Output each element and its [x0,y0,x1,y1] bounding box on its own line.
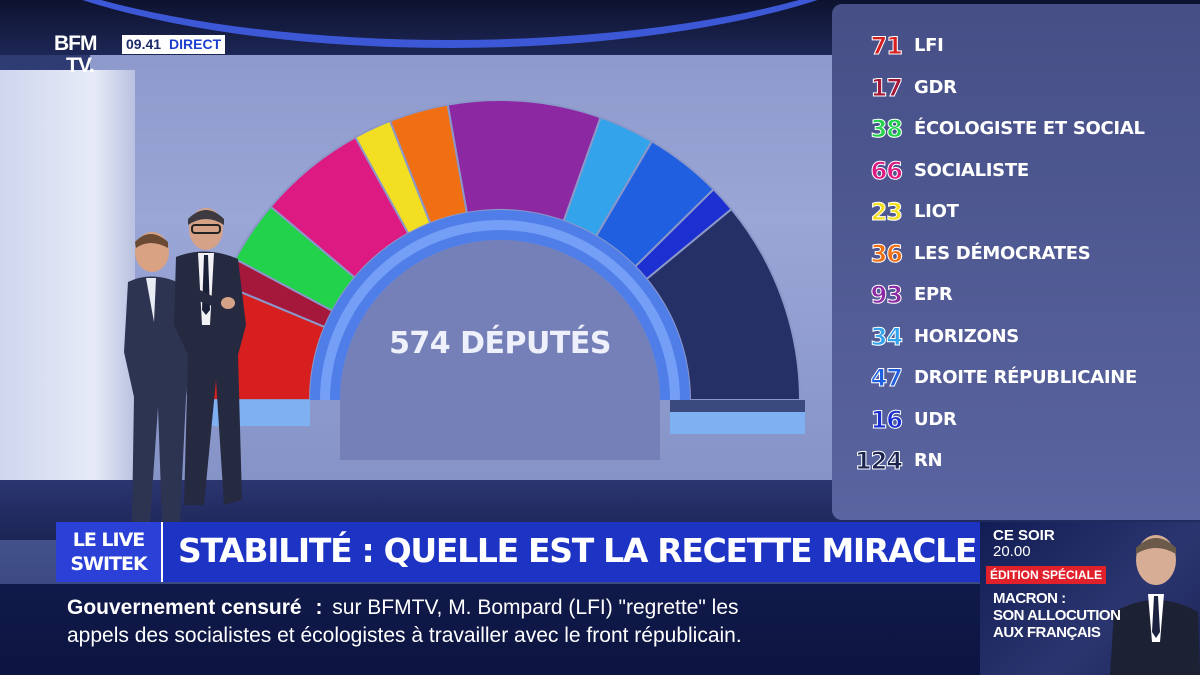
speaker-portrait [1110,535,1200,675]
promo-title-line-2: SON ALLOCUTION [993,607,1121,624]
promo-badge: ÉDITION SPÉCIALE [986,566,1107,584]
legend-group-name: EPR [914,284,953,305]
news-ticker [0,584,1000,675]
legend-seat-count: 34 [870,322,903,351]
legend-row: 47 DROITE RÉPUBLICAINE [832,364,1137,393]
promo-panel [980,522,1200,675]
logo-line-2: TV. [66,54,95,77]
channel-logo: BFM TV. [54,33,118,85]
ceiling-light-arc [0,0,950,48]
legend-group-name: LES DÉMOCRATES [914,242,1091,264]
hemicycle-chart [195,100,805,460]
show-logo-line-2: SWITEK [70,553,147,575]
legend-group-name: RN [914,450,943,471]
legend-seat-count: 17 [870,73,903,102]
legend-seat-count: 93 [870,281,903,310]
legend-seat-count: 71 [870,32,903,61]
legend-row: 71 LFI [832,32,944,61]
clock-time: 09.41 [126,36,162,52]
legend-group-name: LFI [914,35,944,56]
studio-wall [0,70,135,510]
legend-seat-count: 38 [870,115,903,144]
ticker-line-1: Gouvernement censuré : sur BFMTV, M. Bom… [67,594,739,622]
legend-group-name: SOCIALISTE [914,159,1029,181]
legend-seat-count: 47 [870,364,903,393]
headline-text: STABILITÉ : QUELLE EST LA RECETTE MIRACL… [178,531,1005,570]
total-seats-label: 574 DÉPUTÉS [389,326,611,361]
logo-line-1: BFM [54,32,97,55]
show-logo: LE LIVE SWITEK [56,522,163,582]
hemicycle-base-right-dark [670,400,805,412]
legend-row: 66 SOCIALISTE [832,156,1029,185]
legend-seat-count: 66 [870,156,903,185]
legend-group-name: GDR [914,76,957,98]
hemicycle-base-left [195,400,310,426]
ticker-text-1: sur BFMTV, M. Bompard (LFI) "regrette" l… [332,596,739,619]
legend-row: 36 LES DÉMOCRATES [832,239,1091,268]
show-logo-line-1: LE LIVE [72,529,146,551]
legend-row: 93 EPR [832,281,953,310]
ticker-topic: Gouvernement censuré [67,596,302,619]
legend-row: 124 RN [832,447,943,476]
legend-seat-count: 23 [870,198,903,227]
legend-group-name: LIOT [914,201,959,222]
legend-seat-count: 124 [854,447,903,476]
ticker-separator: : [315,596,323,619]
legend-row: 38 ÉCOLOGISTE ET SOCIAL [832,115,1145,144]
promo-time: 20.00 [993,543,1031,560]
live-time-badge: 09.41 DIRECT [122,35,226,54]
promo-title-line-3: AUX FRANÇAIS [993,624,1101,641]
legend-seat-count: 36 [870,239,903,268]
legend-seat-count: 16 [870,405,903,434]
legend-row: 23 LIOT [832,198,959,227]
legend-row: 17 GDR [832,73,957,102]
legend-group-name: HORIZONS [914,325,1019,347]
seat-legend-panel: 71 LFI 17 GDR 38 ÉCOLOGISTE ET SOCIAL 66 SOCIAL… [832,4,1200,520]
ticker-line-2: appels des socialistes et écologistes à … [67,624,742,647]
promo-title-line-1: MACRON : [993,590,1066,607]
promo-when: CE SOIR [993,527,1055,544]
live-label: DIRECT [169,36,222,52]
presenter-right [174,208,246,505]
hemicycle-center [340,240,660,460]
legend-group-name: DROITE RÉPUBLICAINE [914,367,1137,388]
legend-row: 16 UDR [832,405,957,434]
legend-group-name: ÉCOLOGISTE ET SOCIAL [914,118,1145,139]
legend-group-name: UDR [914,408,957,430]
legend-row: 34 HORIZONS [832,322,1019,351]
headline-bar [56,522,1000,582]
